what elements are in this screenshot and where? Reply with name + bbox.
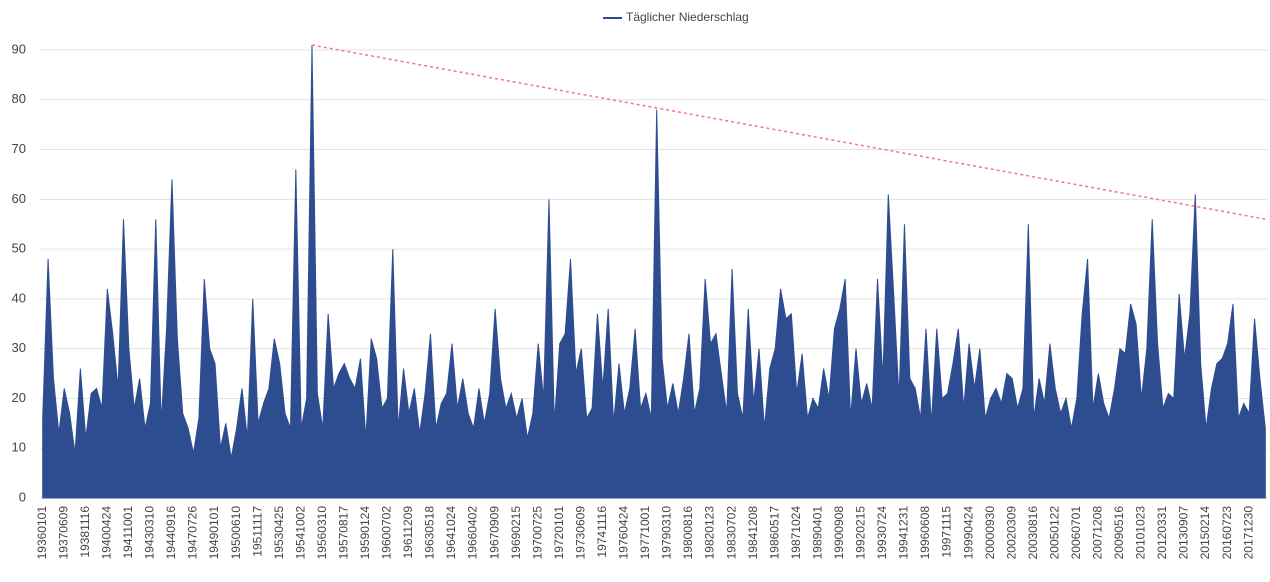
- x-tick-label: 19660402: [466, 506, 480, 560]
- x-tick-label: 20171230: [1241, 506, 1255, 560]
- y-tick-label: 80: [12, 91, 26, 106]
- x-tick-label: 19760424: [617, 506, 631, 560]
- x-tick-label: 19630518: [423, 506, 437, 560]
- x-tick-label: 19841208: [746, 506, 760, 560]
- x-tick-label: 20030816: [1026, 506, 1040, 560]
- x-tick-label: 19830702: [724, 506, 738, 560]
- y-tick-label: 50: [12, 241, 26, 256]
- x-tick-label: 19641024: [444, 506, 458, 560]
- x-tick-label: 19541002: [293, 506, 307, 560]
- y-tick-label: 10: [12, 440, 26, 455]
- x-tick-label: 19741116: [595, 506, 609, 558]
- x-tick-label: 19990424: [961, 506, 975, 560]
- x-tick-label: 19670909: [487, 506, 501, 560]
- x-tick-label: 19470726: [186, 506, 200, 560]
- x-tick-label: 19790310: [660, 506, 674, 560]
- x-tick-label: 19530425: [272, 506, 286, 560]
- x-tick-label: 19560310: [315, 506, 329, 560]
- x-tick-label: 19941231: [897, 506, 911, 560]
- x-tick-label: 20000930: [983, 506, 997, 560]
- x-tick-label: 20050122: [1047, 506, 1061, 560]
- x-tick-label: 19971115: [940, 506, 954, 558]
- x-tick-label: 19430310: [143, 506, 157, 560]
- y-tick-label: 40: [12, 290, 26, 305]
- x-tick-label: 20060701: [1069, 506, 1083, 560]
- x-tick-label: 20020309: [1004, 506, 1018, 560]
- x-tick-label: 19381116: [78, 506, 92, 558]
- x-tick-label: 20120331: [1155, 506, 1169, 560]
- x-tick-label: 19720101: [552, 506, 566, 560]
- y-tick-label: 60: [12, 191, 26, 206]
- x-tick-label: 19960608: [918, 506, 932, 560]
- x-tick-label: 19871024: [789, 506, 803, 560]
- x-tick-label: 19400424: [99, 506, 113, 560]
- x-tick-label: 19570817: [336, 506, 350, 560]
- series-line: [42, 45, 1266, 499]
- x-tick-label: 20130907: [1177, 506, 1191, 560]
- x-tick-label: 19600702: [380, 506, 394, 560]
- legend-label: Täglicher Niederschlag: [626, 10, 749, 24]
- x-tick-label: 19920215: [854, 506, 868, 560]
- x-tick-label: 19800816: [681, 506, 695, 560]
- x-tick-label: 19500610: [229, 506, 243, 560]
- trendline: [311, 44, 1267, 220]
- x-tick-label: 19930724: [875, 506, 889, 560]
- x-tick-label: 19700725: [530, 506, 544, 560]
- x-tick-label: 19490101: [207, 506, 221, 560]
- x-tick-label: 20071208: [1091, 506, 1105, 560]
- x-tick-label: 19771001: [638, 506, 652, 560]
- y-tick-label: 30: [12, 340, 26, 355]
- y-tick-label: 20: [12, 390, 26, 405]
- y-tick-label: 90: [12, 41, 26, 56]
- y-tick-label: 0: [19, 489, 26, 504]
- x-tick-label: 19860517: [767, 506, 781, 560]
- x-tick-label: 19730609: [573, 506, 587, 560]
- x-tick-label: 20150214: [1198, 506, 1212, 560]
- x-tick-label: 19890401: [810, 506, 824, 560]
- x-tick-label: 19511117: [250, 506, 264, 557]
- x-tick-label: 19370609: [56, 506, 70, 560]
- x-tick-label: 19590124: [358, 506, 372, 560]
- x-tick-label: 19440916: [164, 506, 178, 560]
- x-tick-label: 20160723: [1220, 506, 1234, 560]
- x-tick-label: 19690215: [509, 506, 523, 560]
- x-tick-label: 19611209: [401, 506, 415, 559]
- x-tick-label: 19900908: [832, 506, 846, 560]
- x-tick-label: 19411001: [121, 506, 135, 559]
- x-tick-label: 20101023: [1134, 506, 1148, 560]
- x-tick-label: 19820123: [703, 506, 717, 560]
- y-tick-label: 70: [12, 141, 26, 156]
- x-tick-label: 19360101: [35, 506, 49, 560]
- x-tick-label: 20090516: [1112, 506, 1126, 560]
